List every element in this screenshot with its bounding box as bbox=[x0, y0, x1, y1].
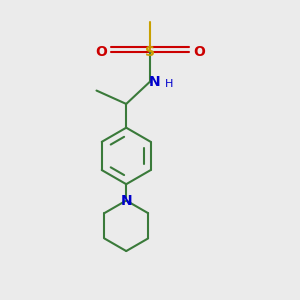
Text: N: N bbox=[120, 194, 132, 208]
Text: O: O bbox=[193, 45, 205, 59]
Text: S: S bbox=[145, 45, 155, 59]
Text: H: H bbox=[165, 79, 173, 89]
Text: O: O bbox=[95, 45, 107, 59]
Text: N: N bbox=[148, 75, 160, 89]
